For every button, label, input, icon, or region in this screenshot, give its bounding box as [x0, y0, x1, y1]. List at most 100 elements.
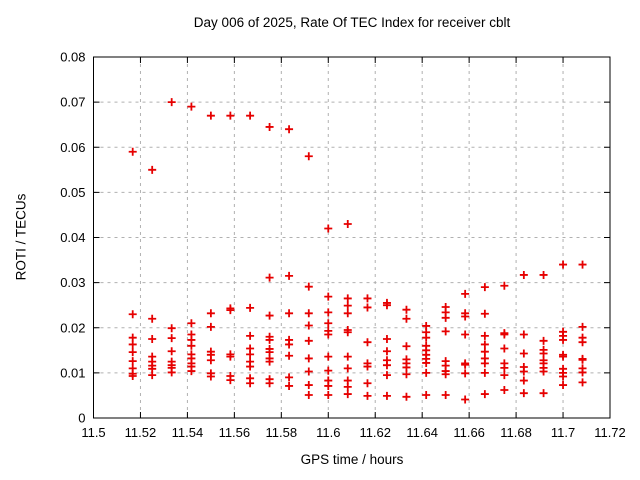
- data-point-marker: [559, 335, 568, 344]
- y-tick-label: 0.05: [60, 185, 85, 200]
- data-point-marker: [461, 395, 470, 404]
- data-point-marker: [285, 381, 294, 390]
- data-point-marker: [324, 292, 333, 301]
- data-point-marker: [167, 324, 176, 333]
- data-point-marker: [304, 336, 313, 345]
- data-point-marker: [148, 335, 157, 344]
- data-point-marker: [304, 321, 313, 330]
- data-point-marker: [480, 309, 489, 318]
- data-point-marker: [304, 367, 313, 376]
- x-tick-label: 11.64: [406, 425, 438, 440]
- data-point-marker: [578, 355, 587, 364]
- data-point-marker: [324, 381, 333, 390]
- data-point-marker: [343, 364, 352, 373]
- data-point-marker: [422, 390, 431, 399]
- data-point-marker: [402, 370, 411, 379]
- data-point-marker: [285, 271, 294, 280]
- data-point-marker: [128, 310, 137, 319]
- data-point-marker: [480, 359, 489, 368]
- data-point-marker: [187, 367, 196, 376]
- data-point-marker: [246, 362, 255, 371]
- data-point-marker: [343, 219, 352, 228]
- data-point-marker: [500, 363, 509, 372]
- data-point-marker: [304, 282, 313, 291]
- data-point-marker: [559, 381, 568, 390]
- data-point-marker: [500, 386, 509, 395]
- x-tick-label: 11.7: [551, 425, 575, 440]
- data-point-marker: [148, 165, 157, 174]
- x-axis-title: GPS time / hours: [300, 452, 404, 467]
- data-point-marker: [265, 311, 274, 320]
- data-point-marker: [539, 389, 548, 398]
- data-point-marker: [128, 348, 137, 357]
- data-point-marker: [324, 330, 333, 339]
- data-point-marker: [128, 340, 137, 349]
- data-point-marker: [285, 340, 294, 349]
- data-point-marker: [324, 366, 333, 375]
- data-point-marker: [519, 270, 528, 279]
- data-point-marker: [128, 372, 137, 381]
- data-point-marker: [324, 390, 333, 399]
- data-point-marker: [382, 301, 391, 310]
- data-point-marker: [246, 379, 255, 388]
- data-point-marker: [500, 281, 509, 290]
- data-point-marker: [148, 314, 157, 323]
- x-tick-label: 11.52: [125, 425, 157, 440]
- data-point-marker: [382, 335, 391, 344]
- data-point-marker: [539, 349, 548, 358]
- data-point-marker: [167, 368, 176, 377]
- y-tick-label: 0.03: [60, 275, 85, 290]
- data-point-marker: [265, 122, 274, 131]
- y-tick-label: 0: [78, 411, 85, 426]
- data-point-marker: [324, 224, 333, 233]
- data-point-marker: [461, 289, 470, 298]
- data-point-marker: [167, 347, 176, 356]
- data-point-marker: [363, 303, 372, 312]
- data-point-marker: [363, 391, 372, 400]
- data-point-marker: [226, 111, 235, 120]
- data-point-marker: [519, 389, 528, 398]
- data-point-marker: [343, 328, 352, 337]
- data-point-marker: [539, 270, 548, 279]
- data-point-marker: [461, 330, 470, 339]
- y-tick-label: 0.06: [60, 140, 85, 155]
- data-point-marker: [422, 368, 431, 377]
- y-tick-label: 0.07: [60, 95, 85, 110]
- data-point-marker: [461, 369, 470, 378]
- data-point-marker: [422, 358, 431, 367]
- y-tick-label: 0.08: [60, 50, 85, 65]
- data-point-marker: [519, 376, 528, 385]
- data-point-marker: [363, 338, 372, 347]
- data-point-marker: [382, 347, 391, 356]
- data-point-marker: [578, 338, 587, 347]
- x-tick-labels: 11.5 11.52 11.54 11.56 11.58 11.6 11.62 11.64 11…: [81, 425, 625, 440]
- data-point-marker: [343, 309, 352, 318]
- data-point-marker: [343, 352, 352, 361]
- data-point-marker: [304, 354, 313, 363]
- data-point-marker: [148, 371, 157, 380]
- x-tick-label: 11.54: [172, 425, 204, 440]
- data-point-marker: [402, 392, 411, 401]
- data-point-marker: [246, 350, 255, 359]
- data-point-marker: [324, 319, 333, 328]
- data-point-marker: [500, 330, 509, 339]
- data-point-marker: [128, 333, 137, 342]
- data-point-marker: [343, 382, 352, 391]
- data-point-marker: [206, 372, 215, 381]
- data-point-marker: [480, 347, 489, 356]
- data-point-marker: [559, 372, 568, 381]
- data-point-marker: [265, 335, 274, 344]
- data-point-marker: [382, 361, 391, 370]
- x-tick-label: 11.72: [594, 425, 626, 440]
- data-point-marker: [187, 319, 196, 328]
- x-tick-label: 11.66: [453, 425, 485, 440]
- y-tick-label: 0.04: [60, 230, 85, 245]
- data-point-marker: [324, 308, 333, 317]
- data-point-marker: [304, 152, 313, 161]
- data-point-marker: [422, 333, 431, 342]
- data-point-marker: [441, 370, 450, 379]
- data-point-marker: [265, 379, 274, 388]
- data-point-marker: [382, 371, 391, 380]
